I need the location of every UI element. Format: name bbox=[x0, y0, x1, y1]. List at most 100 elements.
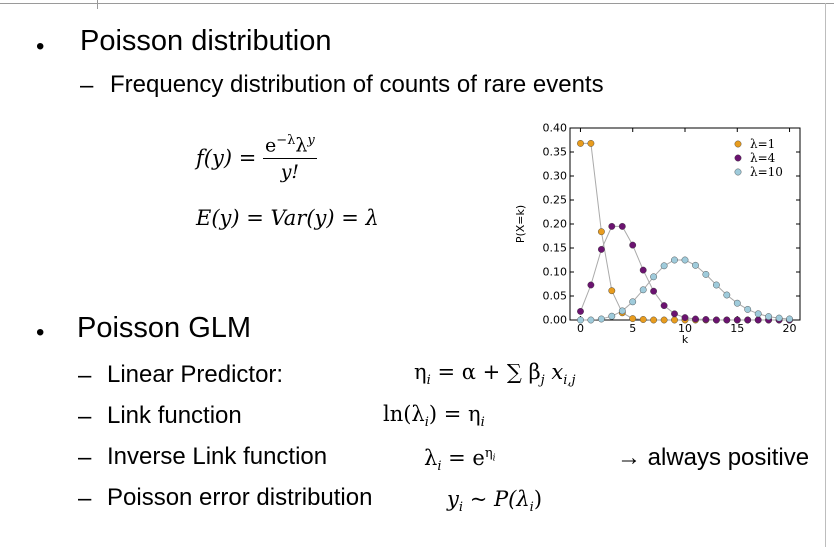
data-point bbox=[660, 316, 668, 324]
link-lhs: ln(λ bbox=[383, 402, 425, 426]
y-tick-label: 0.40 bbox=[543, 122, 568, 135]
bullet-2-title: Poisson GLM bbox=[77, 312, 252, 344]
chart-legend: λ=1λ=4λ=10 bbox=[734, 137, 783, 179]
data-point bbox=[786, 315, 793, 323]
bullet-2-dash-2: – bbox=[78, 403, 92, 430]
data-point bbox=[608, 312, 616, 320]
top-tick bbox=[97, 0, 98, 9]
y-tick-label: 0.20 bbox=[543, 218, 568, 231]
pmf-lhs: f(y) = bbox=[196, 145, 257, 170]
data-point bbox=[733, 316, 741, 324]
data-point bbox=[723, 291, 731, 299]
inv-lambda: λ bbox=[424, 446, 438, 470]
data-point bbox=[671, 310, 678, 318]
err-close: ) bbox=[533, 487, 543, 511]
data-point bbox=[629, 315, 637, 323]
err-lambda-sub: i bbox=[529, 500, 534, 516]
data-point bbox=[681, 256, 689, 264]
data-point bbox=[618, 223, 626, 230]
pmf-y-exp: y bbox=[307, 133, 315, 148]
chart-axes: 0.00 0.05 0.10 0.15 0.20 0.25 0.30 0.35 0.40 0 5 10… bbox=[514, 122, 801, 346]
data-point bbox=[650, 273, 658, 281]
data-point bbox=[765, 313, 773, 321]
bullet-1-symbol: • bbox=[36, 33, 45, 60]
data-point bbox=[650, 316, 658, 324]
y-tick-label: 0.25 bbox=[543, 194, 568, 207]
inv-rhs: = e bbox=[441, 446, 485, 470]
link-formula: ln(λi) = ηi bbox=[383, 402, 485, 431]
data-point bbox=[702, 316, 710, 323]
link-sub2: i bbox=[480, 415, 485, 431]
data-point bbox=[639, 286, 647, 294]
inverse-link-formula: λi = eηi bbox=[424, 447, 496, 473]
data-point bbox=[660, 302, 668, 310]
inv-eta-sub: i bbox=[492, 453, 496, 464]
y-tick-label: 0.00 bbox=[543, 314, 568, 327]
pmf-e: e bbox=[264, 134, 277, 157]
legend-marker bbox=[734, 154, 742, 162]
data-point bbox=[587, 139, 595, 147]
data-point bbox=[702, 270, 710, 278]
data-point bbox=[723, 316, 731, 324]
inverse-link-label: Inverse Link function bbox=[107, 443, 328, 470]
data-point bbox=[650, 287, 658, 295]
bullet-2-dash-1: – bbox=[78, 362, 92, 389]
data-point bbox=[587, 316, 595, 324]
bullet-2-symbol: • bbox=[36, 319, 45, 346]
data-point bbox=[671, 316, 678, 324]
data-point bbox=[671, 256, 678, 264]
linear-predictor-formula: ηi = α + ∑ βj xi,j bbox=[414, 360, 576, 389]
chart-series bbox=[577, 139, 793, 324]
error-formula: yi ~ P(λi) bbox=[447, 487, 543, 516]
data-point bbox=[692, 261, 699, 269]
x-tick-label: 15 bbox=[730, 322, 744, 335]
always-positive-note: → always positive bbox=[617, 444, 810, 471]
bullet-2-dash-4: – bbox=[78, 485, 92, 512]
data-point bbox=[639, 316, 647, 323]
data-point bbox=[618, 307, 626, 315]
eta-sub: i bbox=[426, 373, 431, 389]
linear-rest: = α + ∑ β bbox=[430, 360, 541, 384]
data-point bbox=[608, 287, 616, 295]
data-point bbox=[577, 316, 584, 324]
data-point bbox=[744, 316, 752, 324]
inv-eta: η bbox=[484, 446, 493, 461]
y-tick-label: 0.05 bbox=[543, 290, 568, 303]
err-y: y bbox=[447, 487, 459, 511]
link-sub: i bbox=[424, 415, 429, 431]
x-var: x bbox=[544, 360, 564, 384]
link-function-label: Link function bbox=[107, 402, 242, 429]
data-point bbox=[712, 281, 720, 289]
x-sub: i,j bbox=[563, 373, 576, 389]
data-point bbox=[629, 298, 637, 306]
inv-sub: i bbox=[437, 459, 442, 475]
legend-label: λ=10 bbox=[750, 165, 783, 179]
pmf-lambda: λ bbox=[295, 134, 308, 157]
legend-label: λ=4 bbox=[750, 151, 776, 165]
data-point bbox=[754, 316, 762, 324]
x-tick-label: 10 bbox=[678, 322, 692, 335]
pmf-fraction: e−λλy y! bbox=[262, 133, 317, 184]
y-tick-label: 0.10 bbox=[543, 266, 568, 279]
pmf-denominator: y! bbox=[280, 161, 300, 184]
bullet-2-dash-3: – bbox=[78, 444, 92, 471]
data-point bbox=[608, 223, 616, 230]
legend-marker bbox=[734, 168, 742, 176]
top-rule bbox=[0, 3, 834, 4]
err-y-sub: i bbox=[458, 500, 464, 516]
data-point bbox=[712, 316, 720, 324]
series-line-1 bbox=[580, 225, 790, 321]
bullet-1-sub-1: Frequency distribution of counts of rare… bbox=[110, 71, 604, 98]
data-point bbox=[660, 262, 668, 270]
data-point bbox=[587, 281, 595, 289]
data-point bbox=[598, 315, 605, 323]
bullet-1-title: Poisson distribution bbox=[80, 25, 332, 57]
data-point bbox=[754, 310, 762, 318]
pmf-exp: −λ bbox=[276, 133, 296, 148]
data-point bbox=[692, 315, 699, 323]
err-rest: ~ P(λ bbox=[463, 487, 530, 511]
error-distribution-label: Poisson error distribution bbox=[107, 484, 373, 511]
pmf-formula: f(y) = e−λλy y! bbox=[196, 134, 317, 182]
x-tick-label: 20 bbox=[783, 322, 797, 335]
data-point bbox=[775, 314, 783, 322]
